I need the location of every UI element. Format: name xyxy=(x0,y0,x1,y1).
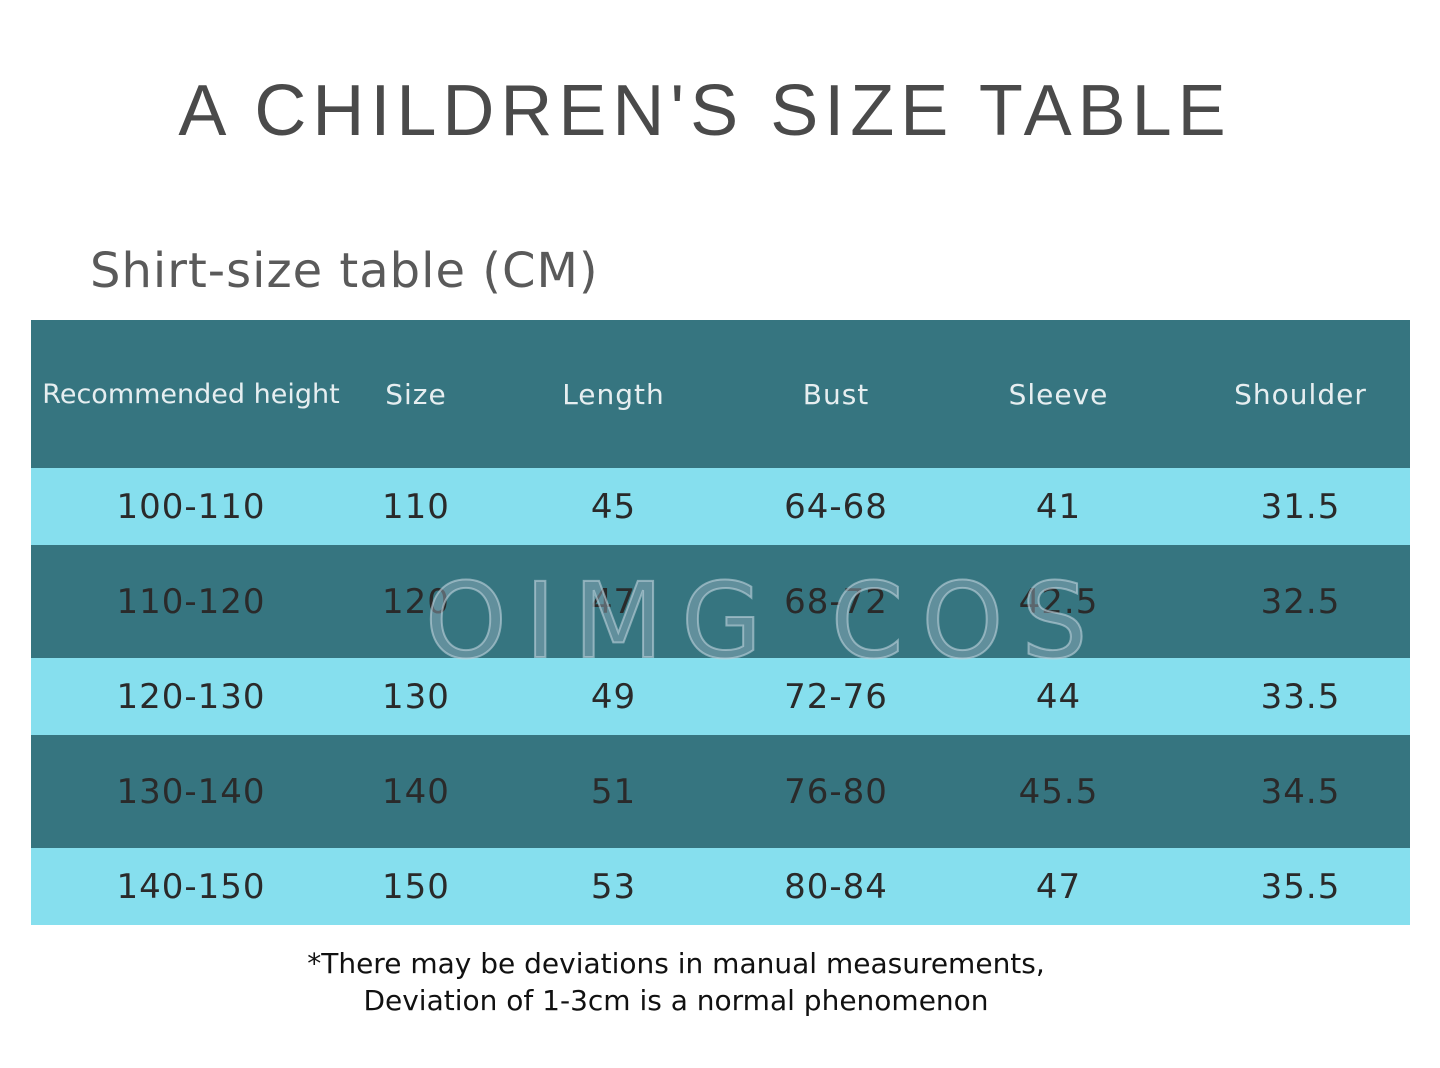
header-sleeve: Sleeve xyxy=(1008,377,1109,411)
cell-height: 140-150 xyxy=(116,866,266,907)
cell-size: 130 xyxy=(382,676,450,717)
cell-height: 120-130 xyxy=(116,676,266,717)
table-subtitle: Shirt-size table (CM) xyxy=(90,243,599,299)
cell-length: 45 xyxy=(590,486,637,527)
table-row: 140-150 150 53 80-84 47 35.5 xyxy=(31,848,1410,925)
table-row: 100-110 110 45 64-68 41 31.5 xyxy=(31,468,1410,545)
note-line-2: Deviation of 1-3cm is a normal phenomeno… xyxy=(363,984,989,1017)
cell-height: 110-120 xyxy=(116,581,266,622)
cell-length: 47 xyxy=(590,581,637,622)
header-bust: Bust xyxy=(802,377,870,411)
cell-sleeve: 44 xyxy=(1035,676,1082,717)
cell-bust: 64-68 xyxy=(784,486,888,527)
cell-bust: 80-84 xyxy=(784,866,888,907)
cell-size: 150 xyxy=(382,866,450,907)
cell-height: 130-140 xyxy=(116,771,266,812)
cell-height: 100-110 xyxy=(116,486,266,527)
cell-shoulder: 33.5 xyxy=(1260,676,1341,717)
cell-size: 110 xyxy=(382,486,450,527)
header-recommended-height: Recommended height xyxy=(42,378,340,410)
table-row: 130-140 140 51 76-80 45.5 34.5 xyxy=(31,735,1410,848)
measurement-note: *There may be deviations in manual measu… xyxy=(0,945,1352,1019)
header-size: Size xyxy=(385,377,447,411)
cell-length: 49 xyxy=(590,676,637,717)
table-header-row: Recommended height Size Length Bust Slee… xyxy=(31,320,1410,468)
cell-bust: 76-80 xyxy=(784,771,888,812)
header-shoulder: Shoulder xyxy=(1234,377,1367,411)
cell-sleeve: 41 xyxy=(1035,486,1082,527)
cell-shoulder: 34.5 xyxy=(1260,771,1341,812)
cell-bust: 72-76 xyxy=(784,676,888,717)
cell-shoulder: 31.5 xyxy=(1260,486,1341,527)
cell-shoulder: 35.5 xyxy=(1260,866,1341,907)
cell-sleeve: 42.5 xyxy=(1018,581,1099,622)
cell-sleeve: 47 xyxy=(1035,866,1082,907)
header-length: Length xyxy=(562,377,665,411)
table-row: 120-130 130 49 72-76 44 33.5 xyxy=(31,658,1410,735)
cell-shoulder: 32.5 xyxy=(1260,581,1341,622)
cell-size: 140 xyxy=(382,771,450,812)
size-table: Recommended height Size Length Bust Slee… xyxy=(31,320,1410,925)
table-row: 110-120 120 47 68-72 42.5 32.5 xyxy=(31,545,1410,658)
cell-bust: 68-72 xyxy=(784,581,888,622)
cell-size: 120 xyxy=(382,581,450,622)
cell-length: 51 xyxy=(590,771,637,812)
page-title: A CHILDREN'S SIZE TABLE xyxy=(178,71,1232,151)
cell-sleeve: 45.5 xyxy=(1018,771,1099,812)
cell-length: 53 xyxy=(590,866,637,907)
note-line-1: *There may be deviations in manual measu… xyxy=(307,947,1045,980)
